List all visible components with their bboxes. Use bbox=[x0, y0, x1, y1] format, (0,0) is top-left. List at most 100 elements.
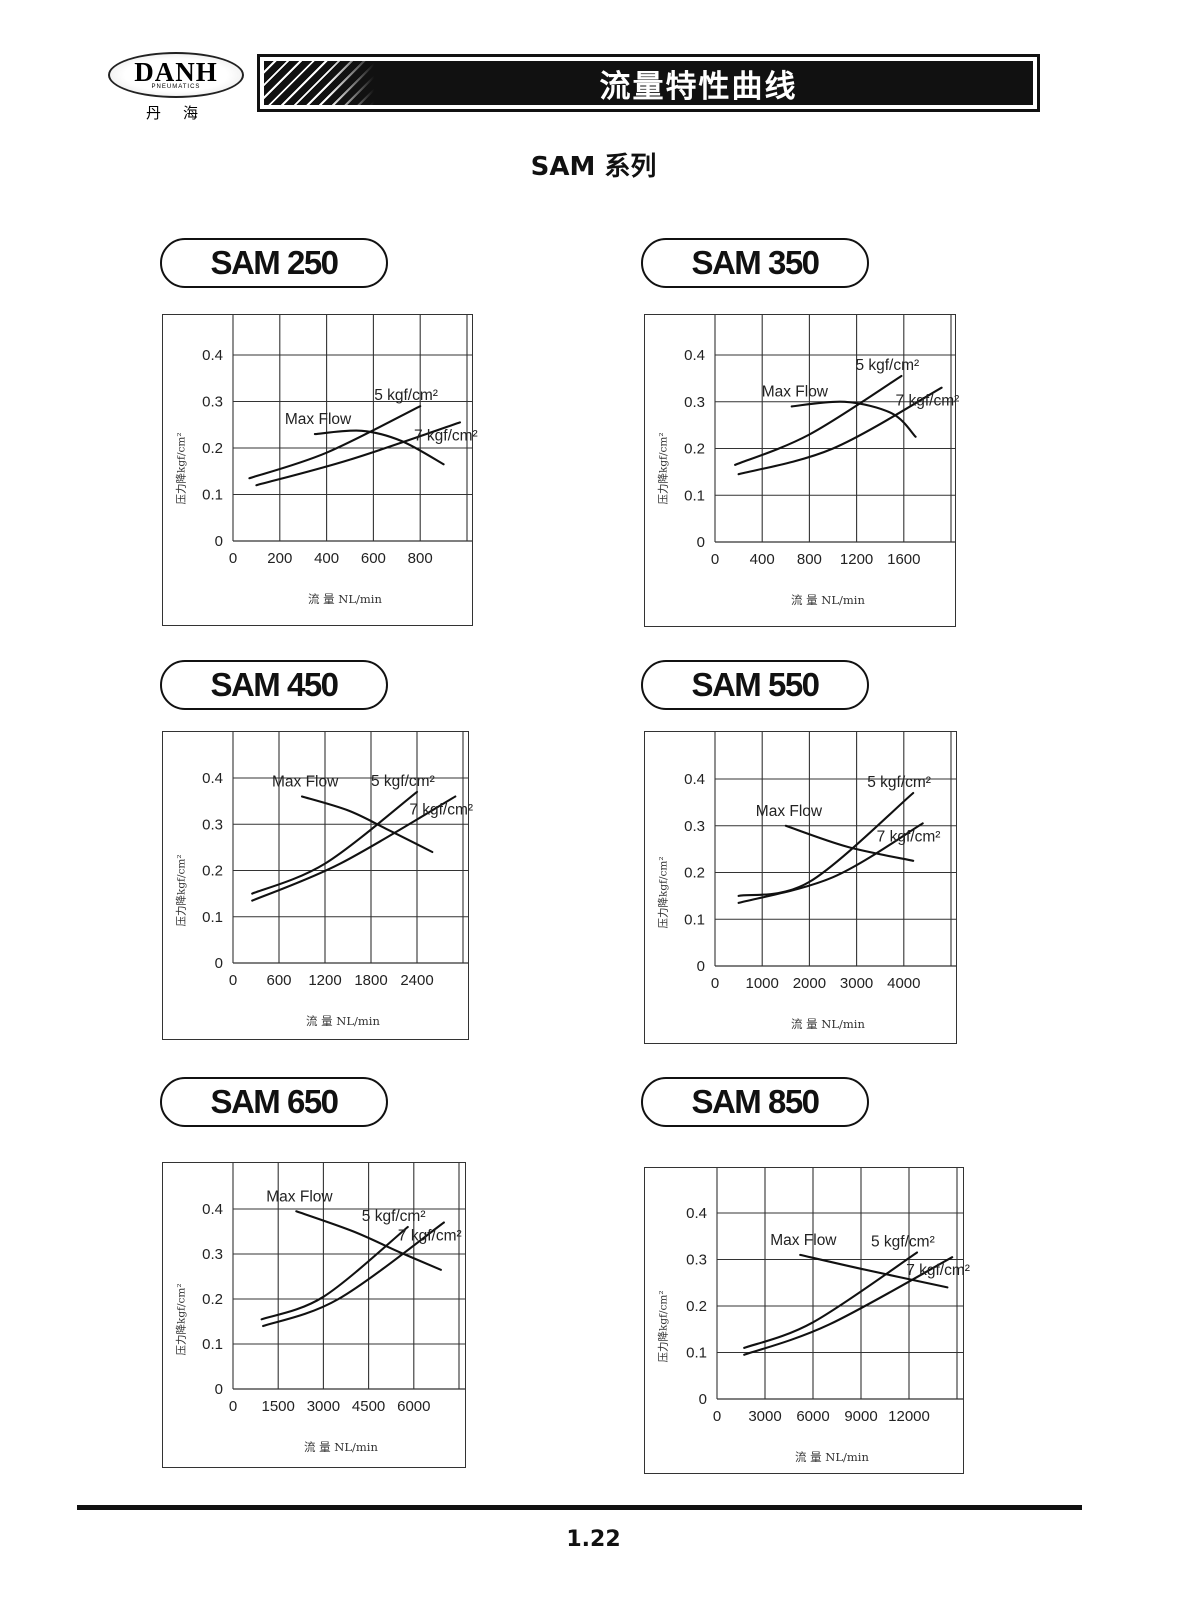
y-tick-label: 0.1 bbox=[684, 911, 705, 928]
y-tick-label: 0.2 bbox=[684, 865, 705, 882]
series-curve bbox=[251, 790, 419, 895]
x-tick-label: 3000 bbox=[307, 1398, 340, 1415]
y-tick-label: 0.4 bbox=[202, 347, 223, 364]
grid bbox=[232, 1163, 465, 1390]
y-axis-title: 压力降kgf/cm² bbox=[657, 432, 670, 505]
x-tick-label: 0 bbox=[711, 975, 719, 992]
series-curve bbox=[260, 1225, 409, 1321]
x-tick-label: 1800 bbox=[354, 972, 387, 989]
y-tick-label: 0 bbox=[215, 533, 223, 550]
x-tick-label: 0 bbox=[229, 1398, 237, 1415]
y-tick-label: 0 bbox=[697, 958, 705, 975]
y-tick-label: 0.2 bbox=[684, 441, 705, 458]
title-bar-fill: 流量特性曲线 bbox=[264, 61, 1033, 105]
series-curve bbox=[734, 374, 903, 466]
y-tick-label: 0.1 bbox=[202, 487, 223, 504]
y-tick-label: 0.4 bbox=[684, 347, 705, 364]
model-pill-sam-350: SAM 350 bbox=[641, 238, 869, 288]
y-tick-label: 0.4 bbox=[686, 1205, 707, 1222]
x-axis-title: 流 量 NL/min bbox=[308, 592, 382, 606]
x-axis-title: 流 量 NL/min bbox=[791, 1017, 865, 1031]
y-tick-label: 0.3 bbox=[684, 394, 705, 411]
x-tick-label: 1000 bbox=[746, 975, 779, 992]
x-tick-label: 400 bbox=[750, 551, 775, 568]
y-tick-label: 0.1 bbox=[202, 909, 223, 926]
series-curve bbox=[799, 1253, 949, 1289]
y-axis-title: 压力降kgf/cm² bbox=[657, 1289, 670, 1363]
x-tick-label: 1200 bbox=[308, 972, 341, 989]
title-stripes bbox=[264, 61, 374, 105]
y-tick-label: 0.3 bbox=[686, 1252, 707, 1269]
series-label: 5 kgf/cm² bbox=[362, 1208, 426, 1225]
series-curve bbox=[737, 386, 943, 476]
series-curve bbox=[784, 824, 915, 862]
x-tick-label: 600 bbox=[361, 550, 386, 567]
chart-canvas: 0 0.1 0.2 0.3 0.4 0 1500 3000 4500 6000 5 kgf/cm² 7… bbox=[202, 1163, 465, 1415]
page-title: 流量特性曲线 bbox=[599, 68, 798, 105]
y-tick-label: 0.3 bbox=[202, 1246, 223, 1263]
x-tick-label: 9000 bbox=[844, 1408, 877, 1425]
x-tick-label: 800 bbox=[797, 551, 822, 568]
y-tick-label: 0.3 bbox=[202, 394, 223, 411]
x-tick-label: 600 bbox=[266, 972, 291, 989]
y-tick-label: 0 bbox=[215, 955, 223, 972]
chart-sam-650: 0 0.1 0.2 0.3 0.4 0 1500 3000 4500 6000 5 kgf/cm² 7… bbox=[162, 1162, 466, 1468]
x-tick-label: 0 bbox=[713, 1408, 721, 1425]
x-axis-title: 流 量 NL/min bbox=[304, 1440, 378, 1454]
series-curve bbox=[737, 822, 924, 904]
model-pill-sam-650: SAM 650 bbox=[160, 1077, 388, 1127]
y-tick-label: 0 bbox=[697, 534, 705, 551]
chart-sam-850: 0 0.1 0.2 0.3 0.4 0 3000 6000 9000 12000 5 kgf/cm²… bbox=[644, 1167, 970, 1474]
y-axis-title: 压力降kgf/cm² bbox=[657, 856, 670, 929]
series-curve bbox=[300, 795, 434, 854]
x-tick-label: 0 bbox=[711, 551, 719, 568]
series-label: Max Flow bbox=[762, 383, 829, 400]
series-label: 7 kgf/cm² bbox=[877, 828, 941, 845]
y-tick-label: 0.2 bbox=[202, 1291, 223, 1308]
model-pill-sam-250: SAM 250 bbox=[160, 238, 388, 288]
series-label: Max Flow bbox=[770, 1232, 837, 1249]
grid bbox=[714, 315, 955, 543]
footer-rule bbox=[77, 1505, 1082, 1510]
y-tick-label: 0.4 bbox=[202, 770, 223, 787]
series-label: Max Flow bbox=[272, 774, 339, 791]
series-label: 5 kgf/cm² bbox=[374, 387, 438, 404]
y-axis-title: 压力降kgf/cm² bbox=[175, 431, 188, 505]
series-curve bbox=[743, 1251, 919, 1349]
series-label: 5 kgf/cm² bbox=[871, 1234, 935, 1251]
chart-sam-250: 0 0.1 0.2 0.3 0.4 0 200 400 600 800 5 kgf/cm² 7 kgf… bbox=[162, 314, 478, 626]
series-label: Max Flow bbox=[756, 803, 823, 820]
chart-canvas: 0 0.1 0.2 0.3 0.4 0 1000 2000 3000 4000 5 kgf/cm² 7… bbox=[684, 732, 956, 992]
logo-word: DANH bbox=[134, 56, 218, 87]
x-axis-title: 流 量 NL/min bbox=[791, 593, 865, 607]
grid bbox=[716, 1168, 963, 1400]
danh-logo: DANH PNEUMATICS 丹海 bbox=[108, 52, 246, 126]
y-tick-label: 0.2 bbox=[202, 440, 223, 457]
logo-emblem: DANH PNEUMATICS bbox=[108, 52, 244, 98]
chart-canvas: 0 0.1 0.2 0.3 0.4 0 600 1200 1800 2400 5 kgf/cm² 7 … bbox=[202, 732, 473, 989]
series-curve bbox=[251, 795, 457, 902]
y-tick-label: 0.1 bbox=[684, 487, 705, 504]
series-label: 7 kgf/cm² bbox=[409, 802, 473, 819]
chart-sam-550: 0 0.1 0.2 0.3 0.4 0 1000 2000 3000 4000 5 kgf/cm² 7… bbox=[644, 731, 957, 1044]
page-number: 1.22 bbox=[566, 1527, 621, 1552]
x-tick-label: 200 bbox=[267, 550, 292, 567]
series-curve bbox=[255, 421, 462, 487]
series-curve bbox=[737, 791, 915, 897]
y-tick-label: 0.1 bbox=[202, 1336, 223, 1353]
series-curve bbox=[313, 429, 445, 466]
y-tick-label: 0.4 bbox=[684, 771, 705, 788]
y-axis-title: 压力降kgf/cm² bbox=[175, 854, 188, 927]
y-tick-label: 0.3 bbox=[202, 816, 223, 833]
chart-sam-350: 0 0.1 0.2 0.3 0.4 0 400 800 1200 1600 5 kgf/cm² 7 k… bbox=[644, 314, 959, 627]
series-curve bbox=[262, 1221, 445, 1328]
x-tick-label: 800 bbox=[408, 550, 433, 567]
y-tick-label: 0.1 bbox=[686, 1345, 707, 1362]
series-curve bbox=[743, 1256, 954, 1356]
y-tick-label: 0 bbox=[699, 1391, 707, 1408]
series-curve bbox=[295, 1210, 442, 1271]
series-label: 7 kgf/cm² bbox=[906, 1262, 970, 1279]
model-pill-sam-550: SAM 550 bbox=[641, 660, 869, 710]
x-tick-label: 1200 bbox=[840, 551, 873, 568]
x-tick-label: 3000 bbox=[840, 975, 873, 992]
